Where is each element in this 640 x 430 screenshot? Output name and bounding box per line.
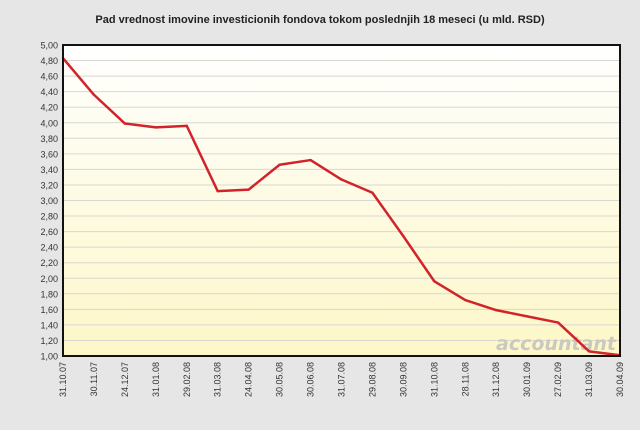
data-point: [402, 235, 405, 238]
x-tick-label: 31.10.08: [429, 362, 439, 397]
y-tick-label: 2,80: [40, 212, 58, 222]
y-tick-label: 2,00: [40, 274, 58, 284]
data-point: [464, 298, 467, 302]
x-tick-label: 24.12.07: [120, 362, 130, 397]
x-tick-label: 29.02.08: [182, 362, 192, 397]
data-point: [371, 191, 374, 194]
x-tick-label: 28.11.08: [460, 362, 470, 396]
plot-border: [62, 44, 621, 357]
chart-title: Pad vrednost imovine investicionih fondo…: [95, 14, 545, 26]
y-tick-label: 4,60: [40, 72, 58, 82]
x-tick-label: 31.12.08: [491, 362, 501, 397]
x-tick-label: 31.03.08: [213, 362, 223, 397]
x-tick-label: 24.04.08: [244, 362, 254, 397]
y-tick-label: 1,20: [40, 336, 58, 346]
data-point: [587, 350, 591, 353]
y-tick-label: 4,40: [40, 87, 58, 97]
data-point: [123, 122, 127, 125]
y-tick-label: 1,60: [40, 305, 58, 315]
y-tick-label: 4,20: [40, 103, 58, 113]
x-tick-label: 31.10.07: [58, 362, 68, 397]
y-tick-label: 2,60: [40, 227, 58, 237]
y-tick-label: 3,80: [40, 134, 58, 144]
x-tick-label: 30.05.08: [275, 362, 285, 397]
x-tick-label: 27.02.09: [553, 362, 563, 397]
data-point: [247, 188, 250, 191]
data-point: [278, 163, 281, 166]
data-point: [495, 308, 498, 312]
data-point: [433, 280, 436, 283]
x-tick-label: 30.06.08: [306, 362, 316, 397]
x-tick-label: 30.11.07: [89, 362, 99, 396]
data-point: [154, 126, 158, 129]
y-tick-label: 3,60: [40, 149, 58, 159]
data-point: [340, 178, 343, 181]
x-tick-label: 30.09.08: [398, 362, 408, 397]
data-point: [92, 93, 96, 96]
y-tick-label: 2,20: [40, 258, 58, 268]
y-tick-label: 3,00: [40, 196, 58, 206]
y-tick-label: 2,40: [40, 243, 58, 253]
x-tick-label: 30.04.09: [615, 362, 625, 397]
y-tick-label: 3,20: [40, 180, 58, 190]
x-tick-label: 31.01.08: [151, 362, 161, 397]
y-tick-label: 5,00: [40, 41, 58, 51]
data-point: [216, 189, 219, 193]
x-tick-label: 31.03.09: [584, 362, 594, 397]
y-tick-label: 4,80: [40, 56, 58, 66]
x-tick-label: 29.08.08: [367, 362, 377, 397]
data-point: [525, 315, 529, 318]
y-tick-label: 4,00: [40, 118, 58, 128]
y-tick-label: 1,40: [40, 320, 58, 330]
data-point: [309, 158, 312, 162]
x-tick-label: 31.07.08: [337, 362, 347, 397]
y-tick-label: 3,40: [40, 165, 58, 175]
y-tick-label: 1,80: [40, 289, 58, 299]
x-tick-label: 30.01.09: [522, 362, 532, 397]
data-point: [185, 124, 188, 128]
y-tick-label: 1,00: [40, 352, 58, 362]
data-point: [556, 321, 560, 324]
